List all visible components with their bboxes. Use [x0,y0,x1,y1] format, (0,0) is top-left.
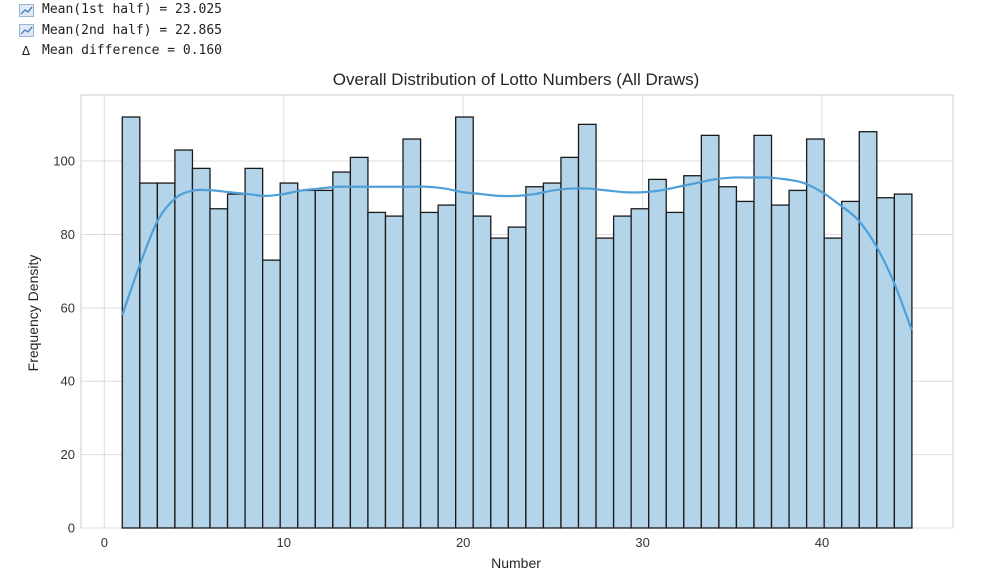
histogram-bar [770,204,790,529]
histogram-bar [297,189,316,529]
histogram-bar [209,208,229,529]
histogram-bar [261,259,281,529]
histogram-bar [472,215,492,529]
histogram-bar [279,182,299,529]
legend-line-icon [18,3,34,17]
histogram-bar [402,138,422,529]
stat-mean-first-half: Mean(1st half) = 23.025 [18,0,222,21]
histogram-bar [560,156,580,529]
delta-icon: Δ [21,44,31,58]
histogram-bar [805,138,825,529]
histogram-bar [419,211,439,529]
stat-mean-second-half: Mean(2nd half) = 22.865 [18,21,222,42]
chart-title: Overall Distribution of Lotto Numbers (A… [333,70,700,89]
y-tick-label: 80 [61,227,75,242]
histogram-bar [139,182,159,529]
histogram-bar [244,167,264,529]
x-tick-label: 10 [277,535,291,550]
y-axis-label: Frequency Density [25,255,41,372]
histogram-bar [191,167,211,529]
stat-mean-difference-text: Mean difference = 0.160 [42,43,223,58]
x-tick-label: 20 [456,535,470,550]
histogram-bar [367,211,387,529]
histogram-bars [121,116,913,529]
histogram-bar [349,156,369,529]
histogram-bar [893,193,913,529]
histogram-bar [121,116,141,529]
histogram-bar [841,200,860,529]
histogram-bar [876,197,896,529]
y-tick-label: 40 [61,374,75,389]
x-tick-label: 0 [101,535,108,550]
stats-annotation: Mean(1st half) = 23.025 Mean(2nd half) =… [18,0,222,62]
histogram-bar [648,178,667,529]
kde-curve [121,176,913,331]
legend-line-icon [18,24,34,38]
histogram-bar [455,116,474,529]
histogram-bar [612,215,632,529]
histogram-bar [788,189,808,529]
histogram-bar [753,134,773,529]
histogram-bar [735,200,755,529]
y-tick-label: 100 [53,154,75,169]
histogram-bar [507,226,527,529]
histogram-bar [823,237,843,529]
x-tick-label: 30 [635,535,649,550]
histogram-bar [437,204,457,529]
y-tick-label: 60 [61,300,75,315]
stat-mean-second-half-text: Mean(2nd half) = 22.865 [42,22,223,38]
x-tick-label: 40 [815,535,829,550]
histogram-bar [525,186,545,529]
histogram-bar [332,171,352,529]
stat-mean-first-half-text: Mean(1st half) = 23.025 [42,2,223,17]
histogram-bar [718,186,738,529]
histogram-bar [683,175,702,529]
x-axis-ticks: 0 10 20 30 40 [101,535,830,550]
histogram-bar [226,193,246,529]
x-axis-label: Number [491,555,541,571]
y-axis-ticks: 0 20 40 60 80 100 [53,154,75,536]
histogram-bar [384,215,404,529]
histogram-bar [630,208,650,529]
histogram-bar [700,134,720,529]
histogram-bar [156,182,176,529]
stat-mean-difference: Δ Mean difference = 0.160 [18,41,222,62]
histogram-bar [490,237,509,529]
histogram-bar [577,123,597,529]
histogram-bar [314,189,334,529]
histogram-bar [595,237,615,529]
histogram-bar [174,149,194,529]
y-tick-label: 20 [61,447,75,462]
histogram-bar [858,131,878,529]
y-tick-label: 0 [68,521,75,536]
histogram-bar [665,211,685,529]
histogram-bar [542,182,562,529]
